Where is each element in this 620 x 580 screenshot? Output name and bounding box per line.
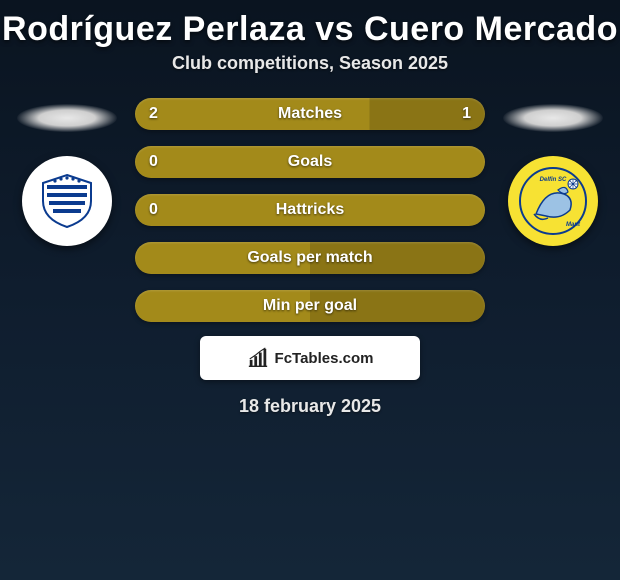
stat-label: Matches [278, 105, 342, 123]
stat-label: Min per goal [263, 297, 357, 315]
svg-text:Delfin SC: Delfin SC [540, 177, 567, 183]
stat-left-value: 0 [149, 153, 158, 171]
comparison-content: Matches 2 1 Goals 0 Hattricks 0 Goals per match… [0, 98, 620, 322]
stat-right-value: 1 [462, 105, 471, 123]
stat-bar: Hattricks 0 [135, 194, 485, 226]
page-subtitle: Club competitions, Season 2025 [0, 53, 620, 98]
stat-bar: Matches 2 1 [135, 98, 485, 130]
emelec-shield-icon [37, 171, 97, 231]
stats-list: Matches 2 1 Goals 0 Hattricks 0 Goals per match… [135, 98, 485, 322]
stat-bar: Goals 0 [135, 146, 485, 178]
stat-label: Goals per match [247, 249, 372, 267]
bar-chart-icon [247, 347, 269, 369]
page-title: Rodríguez Perlaza vs Cuero Mercado [0, 0, 620, 53]
branding-text: FcTables.com [275, 350, 374, 367]
svg-text:Mant: Mant [566, 222, 581, 228]
delfin-logo-icon: Delfin SC Mant [518, 166, 588, 236]
left-club-column [17, 98, 117, 246]
stat-left-value: 0 [149, 201, 158, 219]
stat-bar: Goals per match [135, 242, 485, 274]
stat-bar: Min per goal [135, 290, 485, 322]
left-club-logo [22, 156, 112, 246]
stat-left-value: 2 [149, 105, 158, 123]
date-label: 18 february 2025 [0, 396, 620, 417]
player-placeholder-left [17, 104, 117, 132]
right-club-logo: Delfin SC Mant [508, 156, 598, 246]
player-placeholder-right [503, 104, 603, 132]
right-club-column: Delfin SC Mant [503, 98, 603, 246]
branding-box[interactable]: FcTables.com [200, 336, 420, 380]
stat-label: Goals [288, 153, 332, 171]
stat-label: Hattricks [276, 201, 344, 219]
